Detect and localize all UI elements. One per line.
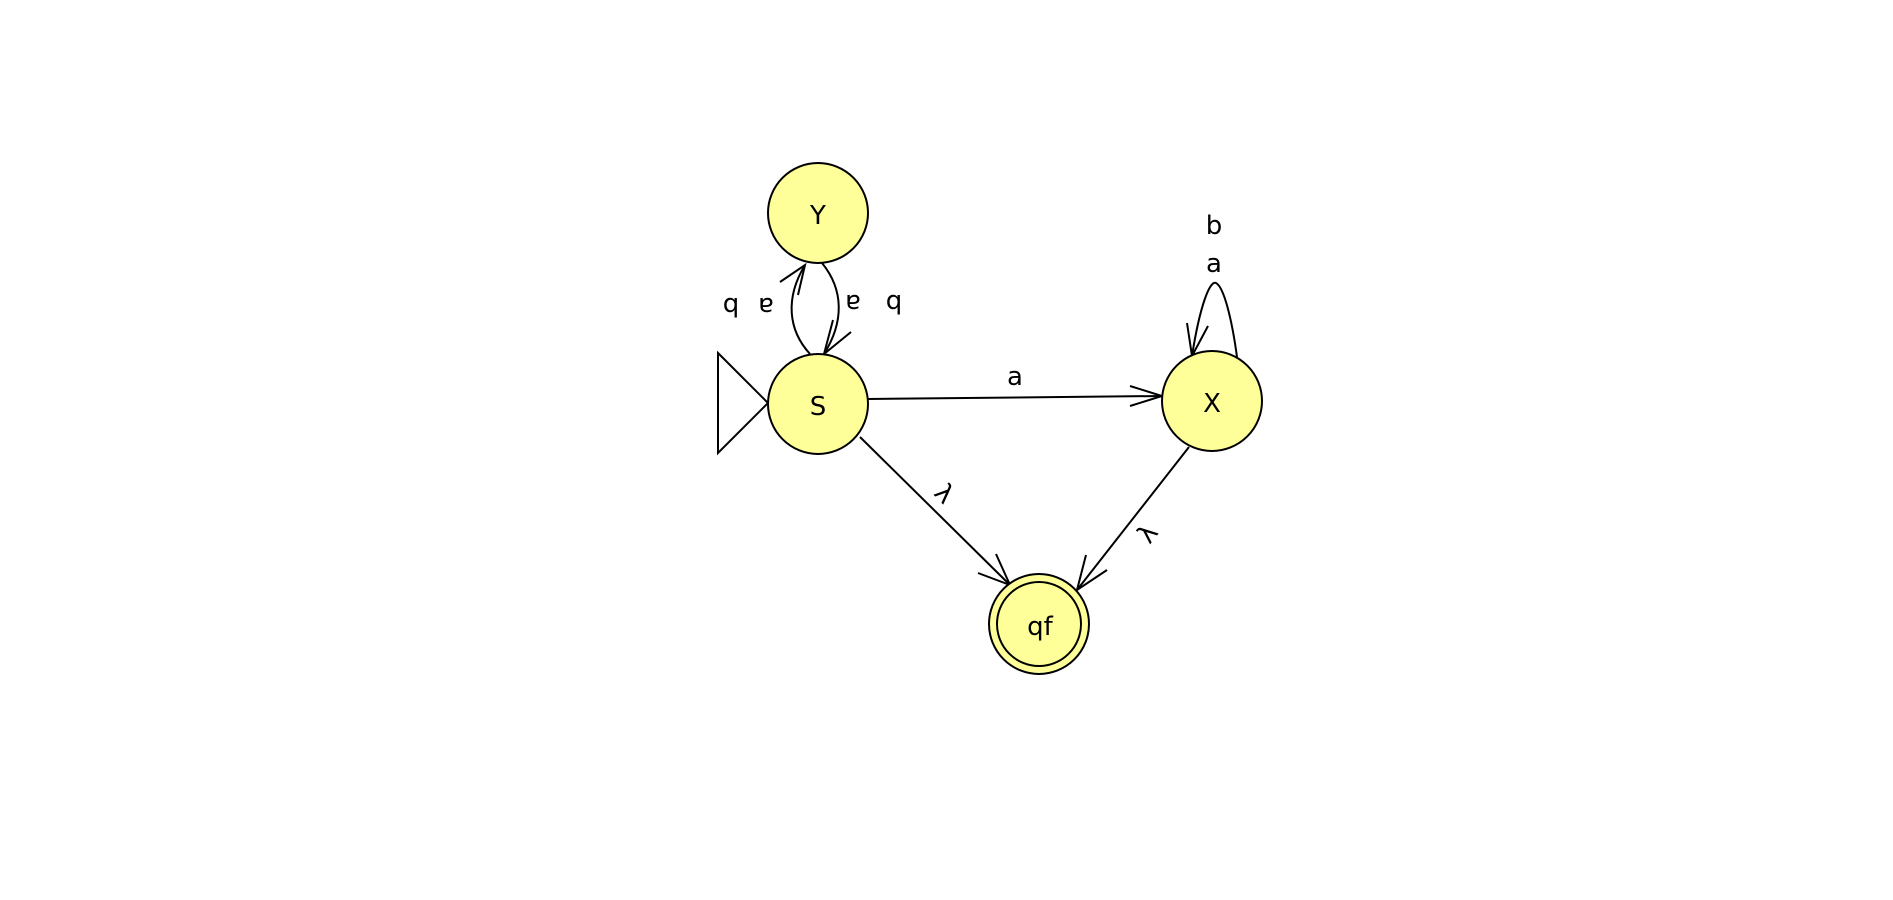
edge-label-X-to-qf-lambda: λ [1131, 519, 1164, 550]
edge-S-to-qf: λ [859, 436, 1012, 587]
state-Y[interactable]: Y [767, 162, 869, 264]
edge-Y-to-S: a b [821, 262, 903, 357]
edge-S-to-Y: a b [723, 262, 811, 355]
edge-label-Y-to-S-b: b [886, 288, 903, 318]
state-label-S: S [810, 392, 827, 422]
state-qf[interactable]: qf [988, 573, 1090, 675]
edge-label-S-to-Y-a: a [758, 291, 774, 321]
edge-X-self-loop: a b [1186, 211, 1238, 360]
edge-label-S-to-qf-lambda: λ [928, 478, 960, 510]
initial-state-marker [717, 350, 770, 456]
arrowhead-S-to-Y [779, 262, 807, 296]
edge-label-S-to-Y-b: b [723, 291, 740, 321]
edge-X-to-qf: λ [1075, 446, 1190, 593]
state-label-qf: qf [1027, 612, 1054, 642]
edge-label-S-to-X-a: a [1007, 362, 1023, 392]
edge-S-to-X: a [867, 362, 1166, 407]
edge-label-Y-to-S-a: a [845, 288, 861, 318]
edge-label-X-self-loop-b: b [1206, 211, 1223, 241]
state-label-X: X [1203, 389, 1221, 419]
state-S[interactable]: S [767, 353, 869, 455]
state-X[interactable]: X [1161, 350, 1263, 452]
state-label-Y: Y [809, 201, 826, 231]
edge-label-X-self-loop-a: a [1206, 249, 1222, 279]
final-state-inner-ring [996, 581, 1082, 667]
